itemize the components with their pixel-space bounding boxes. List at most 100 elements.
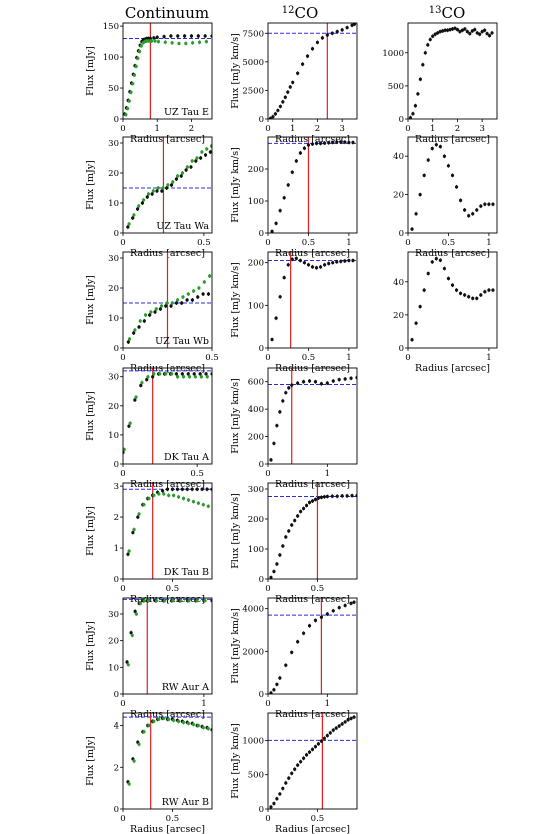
model-point [181,295,185,299]
data-point [351,140,355,145]
panel-13co-0: 0 1 2 3 0 500 1000 Radius [arcsec] [382,22,498,145]
model-point [138,49,142,54]
model-point [133,328,137,332]
x-tick-label: 0.5 [442,238,456,248]
data-point [287,386,291,390]
model-point [127,99,131,103]
source-label: UZ Tau Wa [156,221,209,232]
model-point [142,503,146,507]
model-point [181,375,186,379]
data-point [132,331,136,335]
model-point [149,310,153,314]
data-point [278,553,282,557]
plot-frame [407,22,498,120]
model-point [167,493,171,497]
data-point [201,292,205,296]
data-point [275,797,279,801]
x-tick-label: 1 [325,699,330,709]
data-point [272,569,276,574]
data-point [331,379,335,383]
data-point [270,337,274,342]
data-point [483,202,487,206]
x-axis-label: Radius [arcsec] [130,363,205,374]
data-point [153,310,157,314]
y-tick-label: 150 [103,22,119,32]
data-point [152,36,156,40]
data-point [346,718,350,722]
data-point [351,258,355,263]
data-point [316,742,321,746]
model-point [191,41,195,45]
data-point [286,263,290,267]
data-point [275,424,279,428]
data-point [479,204,483,208]
model-point [127,337,132,341]
data-point [286,90,290,94]
data-point [199,156,203,160]
model-point [146,375,150,379]
model-point [152,372,156,376]
data-point [319,382,323,386]
x-tick-label: 0.5 [166,584,180,594]
data-point [185,487,189,491]
y-tick-label: 200 [248,515,264,525]
model-point [126,663,130,667]
model-point [205,147,209,151]
data-point [200,487,204,491]
data-point [169,34,173,38]
data-point [441,29,445,33]
data-points [126,716,212,786]
data-point [294,256,298,260]
data-point [463,208,467,212]
data-points [126,487,212,557]
data-point [423,51,427,55]
data-point [454,185,459,189]
data-point [339,259,343,263]
plot-frame [122,482,213,580]
y-tick-label: 10 [108,199,119,209]
data-point [322,736,326,740]
x-tick-label: 0.5 [190,469,204,479]
model-point [176,375,180,379]
data-point [475,296,479,300]
x-tick-label: 1 [325,469,330,479]
model-point [123,447,126,452]
y-tick-label: 100 [248,545,264,555]
data-point [290,383,294,387]
data-point [290,170,294,174]
data-point [352,715,356,719]
y-tick-label: 20 [108,402,119,412]
column-title-continuum: Continuum [125,4,209,22]
source-label: DK Tau A [164,452,209,463]
model-point [191,722,196,727]
data-point [278,104,282,109]
model-point [177,41,181,46]
data-point [278,295,282,299]
data-point [302,756,306,760]
model-point [138,601,142,605]
x-tick-label: 0 [120,699,125,709]
data-point [203,153,208,157]
data-point [411,112,415,116]
x-tick-label: 1 [201,699,206,709]
plot-frame [267,482,358,580]
model-point [152,493,156,497]
panel-continuum-1: 0 0.5 0 10 20 30 Radius [arcsec] Flux [mJy] UZ T… [85,136,213,259]
data-point [331,728,335,732]
data-point [422,288,426,292]
data-point [296,640,300,644]
data-point [471,296,475,300]
y-axis-label: Flux [mJy] [85,506,96,556]
data-point [275,562,279,566]
y-tick-label: 200 [248,165,264,175]
data-point [487,288,491,292]
data-point [180,372,184,376]
data-point [170,487,175,491]
y-tick-label: 10 [108,663,119,673]
data-point [436,31,440,35]
model-point [176,495,181,499]
model-point [203,599,207,603]
model-point [127,549,131,553]
data-point [268,116,273,119]
